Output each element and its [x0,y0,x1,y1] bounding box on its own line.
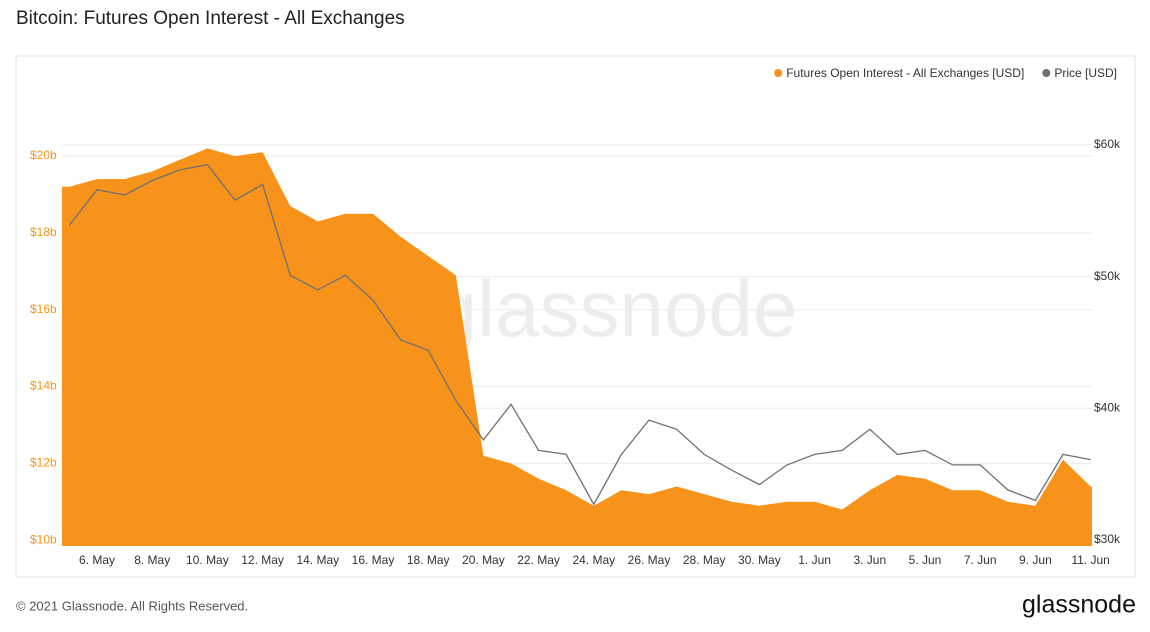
x-tick-label: 16. May [352,553,395,567]
legend-marker [774,69,783,77]
x-tick-label: 7. Jun [964,553,997,567]
x-tick-label: 30. May [738,553,781,567]
y-tick-label: $10b [30,532,57,546]
chart-title: Bitcoin: Futures Open Interest - All Exc… [16,8,405,29]
x-tick-label: 12. May [241,553,284,567]
x-tick-label: 18. May [407,553,450,567]
footer: © 2021 Glassnode. All Rights Reserved. [16,598,248,613]
x-tick-label: 5. Jun [909,553,942,567]
x-tick-label: 1. Jun [798,553,831,567]
x-tick-label: 20. May [462,553,505,567]
legend-marker [1042,69,1051,77]
x-tick-label: 28. May [683,553,726,567]
y-tick-label: $20b [30,148,57,162]
x-tick-label: 3. Jun [853,553,886,567]
x-tick-label: 8. May [134,553,170,567]
area [62,148,1092,546]
y2-tick-label: $50k [1094,269,1121,283]
watermark: glassnode [433,264,798,353]
y-tick-label: $18b [30,225,57,239]
legend-label: Price [USD] [1054,66,1117,80]
legend-label: Futures Open Interest - All Exchanges [U… [786,66,1024,80]
x-tick-label: 10. May [186,553,229,567]
y-tick-label: $14b [30,379,57,393]
x-tick-label: 24. May [572,553,615,567]
x-tick-label: 9. Jun [1019,553,1052,567]
y2-tick-label: $60k [1094,137,1121,151]
x-tick-label: 14. May [296,553,339,567]
y-tick-label: $12b [30,456,57,470]
y2-tick-label: $30k [1094,532,1121,546]
logo: glassnode [1022,591,1136,619]
x-tick-label: 26. May [628,553,671,567]
y-tick-label: $16b [30,302,57,316]
x-tick-label: 11. Jun [1071,553,1109,567]
x-tick-label: 22. May [517,553,560,567]
x-tick-label: 6. May [79,553,115,567]
y2-tick-label: $40k [1094,400,1121,414]
line [68,163,1091,506]
